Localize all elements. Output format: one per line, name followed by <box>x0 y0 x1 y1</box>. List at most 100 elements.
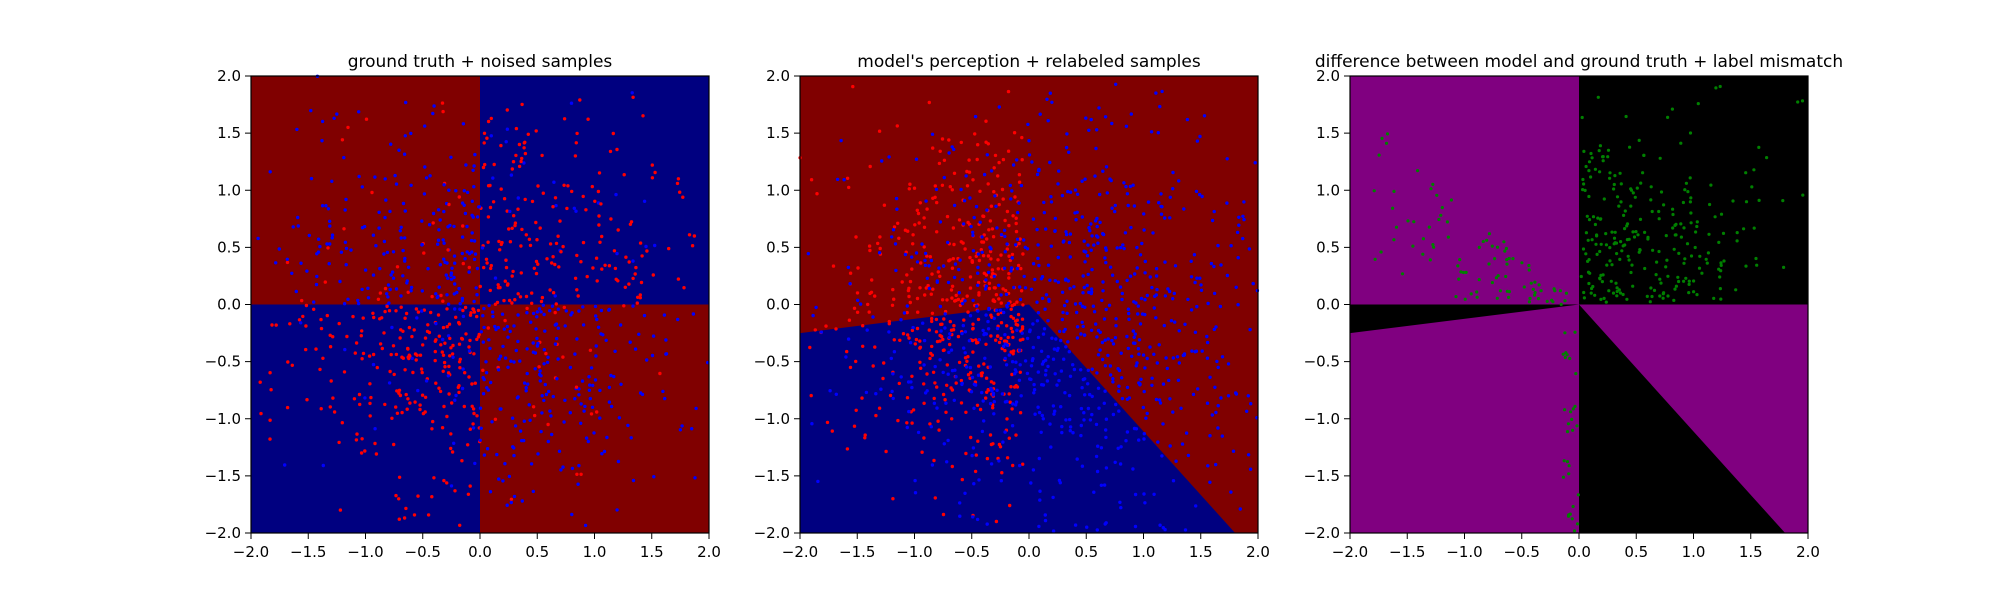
data-point <box>1137 438 1141 442</box>
data-point <box>851 84 855 89</box>
y-tick-label: 0.5 <box>1316 238 1340 256</box>
data-point <box>973 469 978 474</box>
data-point <box>1082 418 1086 422</box>
data-point <box>856 298 860 302</box>
data-point <box>268 170 272 174</box>
data-point <box>1003 430 1007 434</box>
data-point <box>941 337 945 342</box>
data-point <box>1010 189 1014 193</box>
data-point <box>439 293 443 298</box>
data-point <box>1209 261 1214 266</box>
data-point <box>658 371 662 376</box>
x-tick-label: −1.0 <box>896 543 932 561</box>
data-point <box>962 199 967 203</box>
data-point <box>486 326 490 330</box>
data-point <box>1248 467 1253 471</box>
data-point <box>891 396 895 401</box>
data-point <box>912 186 917 190</box>
data-point <box>1684 181 1688 185</box>
data-point <box>1025 336 1030 341</box>
data-point <box>968 365 973 370</box>
data-point <box>1033 412 1037 416</box>
data-point <box>497 239 501 244</box>
data-point <box>1657 217 1661 221</box>
data-point <box>939 329 943 333</box>
data-point <box>950 266 955 270</box>
data-point <box>958 514 962 518</box>
data-point <box>531 341 535 345</box>
data-point <box>923 263 928 268</box>
data-point <box>1056 255 1061 260</box>
y-tick-label: −0.5 <box>1304 353 1340 371</box>
data-point <box>256 236 260 241</box>
data-point <box>1108 364 1113 368</box>
data-point <box>1031 217 1036 221</box>
y-tick-label: 0.5 <box>217 238 241 256</box>
data-point <box>661 389 665 394</box>
data-point <box>472 299 476 304</box>
data-point <box>1597 149 1601 153</box>
data-point <box>562 183 566 187</box>
data-point <box>299 261 303 265</box>
data-point <box>391 344 396 348</box>
data-point <box>460 296 465 301</box>
data-point <box>1037 263 1041 268</box>
data-point <box>382 252 386 256</box>
data-point <box>1454 295 1458 299</box>
data-point <box>481 368 485 372</box>
data-point <box>488 183 492 188</box>
data-point <box>1090 367 1094 371</box>
data-point <box>905 425 909 430</box>
data-point <box>478 406 483 410</box>
data-point <box>631 276 635 281</box>
data-point <box>984 396 988 400</box>
data-point <box>1421 252 1425 256</box>
data-point <box>1134 301 1138 305</box>
data-point <box>915 260 920 264</box>
data-point <box>1609 279 1613 283</box>
data-point <box>1226 394 1231 398</box>
data-point <box>1648 300 1652 304</box>
data-point <box>905 310 909 315</box>
data-point <box>388 287 392 292</box>
data-point <box>512 214 516 218</box>
data-point <box>940 137 945 141</box>
data-point <box>967 339 972 343</box>
data-point <box>1565 460 1570 464</box>
data-point <box>1175 355 1180 359</box>
data-point <box>1194 504 1198 508</box>
data-point <box>942 317 946 321</box>
data-point <box>933 184 937 188</box>
data-point <box>1046 119 1050 123</box>
data-point <box>1682 279 1686 283</box>
data-point <box>575 131 579 136</box>
data-point <box>1522 285 1526 289</box>
data-point <box>463 371 467 375</box>
data-point <box>479 426 483 430</box>
data-point <box>1141 353 1146 357</box>
data-point <box>1163 260 1167 264</box>
data-point <box>551 255 555 259</box>
data-point <box>588 348 593 352</box>
data-point <box>542 362 546 366</box>
data-point <box>397 388 402 392</box>
data-point <box>1104 165 1109 169</box>
data-point <box>268 418 272 422</box>
data-point <box>446 371 451 375</box>
data-point <box>989 313 993 317</box>
data-point <box>433 358 437 363</box>
data-point <box>482 141 486 145</box>
data-point <box>1100 357 1105 362</box>
data-point <box>495 452 499 457</box>
data-point <box>527 403 531 407</box>
data-point <box>941 370 945 375</box>
data-point <box>1056 182 1060 186</box>
data-point <box>1458 258 1462 262</box>
data-point <box>326 207 331 211</box>
data-point <box>1612 187 1616 191</box>
data-point <box>510 301 514 305</box>
data-point <box>1015 300 1019 304</box>
data-point <box>389 273 393 277</box>
data-point <box>460 386 465 391</box>
data-point <box>1242 217 1246 222</box>
